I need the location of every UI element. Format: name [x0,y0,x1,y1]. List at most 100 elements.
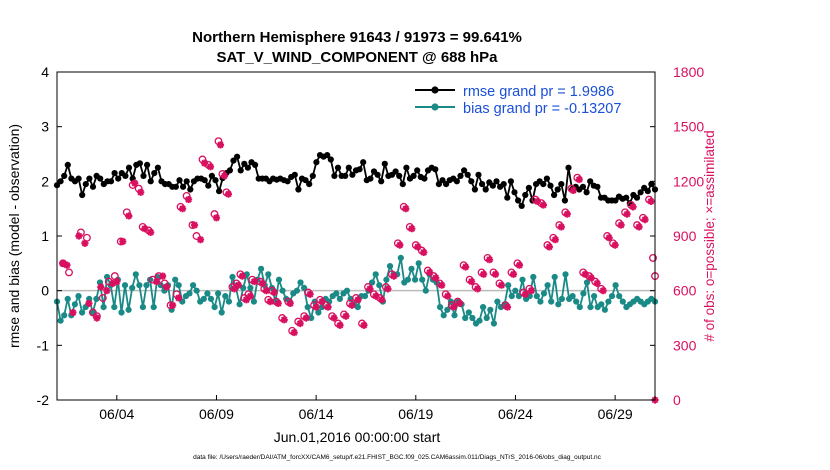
bias-point [275,276,283,283]
rmse-point [612,197,619,204]
rmse-point [439,177,446,184]
rmse-point [205,182,212,189]
obs-assimilated-point [163,283,171,291]
obs-assimilated-point [354,296,362,304]
obs-assimilated-point [366,285,374,293]
obs-assimilated-point [59,259,67,267]
rmse-point [547,182,554,189]
bias-point [562,271,569,278]
footnote: data file: /Users/raeder/DAI/ATM_forcXX/… [193,454,602,461]
obs-assimilated-point [137,188,145,196]
rmse-point [144,161,151,168]
bias-point [383,276,390,283]
rmse-point [244,164,251,171]
bias-point [494,298,501,305]
bias-point [301,284,308,291]
left-axis-tick-label: 4 [41,64,49,80]
rmse-point [82,181,89,188]
obs-assimilated-point [246,292,254,300]
rmse-point [623,194,630,201]
obs-assimilated-point [599,287,607,295]
bias-point [118,309,125,316]
x-axis-tick-label: 06/19 [398,406,433,422]
obs-assimilated-point [131,179,139,187]
rmse-point [86,175,93,182]
obs-assimilated-point [85,299,93,308]
obs-assimilated-point [408,225,416,233]
bias-point [121,282,129,289]
rmse-point [587,178,594,185]
obs-assimilated-point [296,319,304,328]
rmse-point [61,172,68,179]
left-axis-tick-label: 0 [41,283,49,299]
bias-point [548,298,555,305]
rmse-point [443,181,450,188]
bias-point [204,290,211,297]
bias-point [490,320,497,327]
rmse-point [356,166,363,173]
bias-point [250,298,257,305]
bias-point [64,295,71,302]
obs-assimilated-point [479,270,488,278]
obs-possible-point [192,232,201,240]
obs-assimilated-point [336,321,344,329]
rmse-point [489,182,496,189]
rmse-point [507,178,514,185]
rmse-point [392,168,399,175]
rmse-point [115,175,122,182]
rmse-point [583,189,590,196]
rmse-point [309,172,316,179]
bias-point [71,301,78,308]
rmse-point [468,178,475,185]
chart-title-line2: SAT_V_WIND_COMPONENT @ 688 hPa [216,49,498,66]
bias-point [576,304,583,311]
rmse-point [345,164,352,171]
legend-bias-marker [431,103,439,111]
bias-point [555,301,562,308]
bias-point [444,306,451,313]
rmse-point [234,153,241,160]
rmse-point [482,186,489,193]
bias-point [376,282,383,289]
bias-point [136,282,143,289]
obs-assimilated-point [456,299,464,308]
rmse-point [579,183,587,190]
rmse-point [327,156,334,163]
rmse-point [518,202,525,209]
rmse-point [187,186,194,193]
bias-point [616,293,623,300]
rmse-point [637,189,644,196]
obs-assimilated-point [230,285,239,293]
bias-point [175,282,182,289]
obs-assimilated-point [533,197,541,205]
obs-assimilated-point [521,290,530,298]
rmse-point [396,172,403,179]
bias-point [419,276,426,283]
obs-assimilated-point [563,210,571,218]
obs-assimilated-point [426,268,434,277]
bias-point [591,293,598,300]
bias-point [487,306,494,313]
left-axis-tick-label: 1 [41,228,49,244]
obs-assimilated-point [330,314,338,322]
bias-point [573,298,580,305]
rmse-point [374,171,381,178]
rmse-point [367,175,374,182]
obs-assimilated-point [557,223,565,231]
obs-possible-point [98,294,107,302]
rmse-point [295,186,302,193]
obs-assimilated-point [503,303,512,311]
rmse-point [291,171,298,178]
bias-point [100,304,107,311]
legend-rmse-marker [431,86,439,94]
rmse-point [111,170,118,177]
obs-assimilated-point [75,232,83,240]
legend: rmse grand pr = 1.9986 bias grand pr = -… [415,84,621,117]
obs-assimilated-point [266,298,274,306]
rmse-point [500,181,507,188]
x-axis-tick-label: 06/04 [99,406,134,422]
bias-point [476,317,483,324]
bias-point [397,254,404,261]
bias-point [583,279,591,286]
